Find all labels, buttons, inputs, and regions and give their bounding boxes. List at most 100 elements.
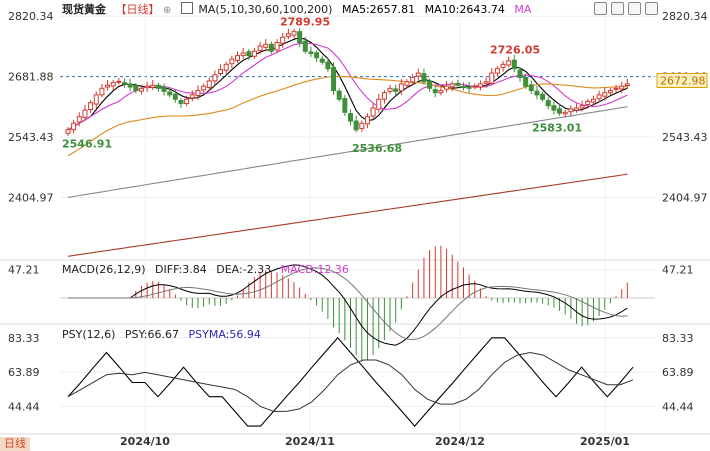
candle-body [381,92,387,100]
candle-body [291,31,297,36]
candle-body [302,40,308,52]
candle-body [421,73,427,83]
y-tick-label-right: 2404.97 [662,191,708,204]
candle-body [195,90,201,97]
price-annotation: 2536.68 [352,142,402,155]
price-annotations: 2789.95 2726.05 2546.91 2536.68 2583.01 [62,15,582,154]
candle-body [540,93,546,100]
y-tick-label-left: 44.44 [8,400,40,413]
macd-hist-value: MACD:12.36 [280,263,349,276]
current-price-label: 2672.98 [660,74,706,87]
candle-body [274,42,280,51]
candle-body [574,107,579,111]
psy-line [67,336,634,427]
y-tick-label-left: 2681.88 [8,71,54,84]
candle-body [477,83,483,88]
candle-body [240,52,246,57]
macd-title: MACD(26,12,9) [62,263,146,276]
candle-body [557,108,563,114]
x-tick-label: 2024/12 [435,435,485,448]
candle-body [122,82,127,85]
y-tick-label-left: 63.89 [8,366,40,379]
grid-icon[interactable] [594,2,607,15]
candle-body [167,91,173,96]
candle-body [336,90,342,100]
price-annotation: 2546.91 [62,137,112,150]
chart-toolbar [594,2,658,15]
candle-body [415,72,421,77]
candle-body [602,92,608,97]
psy-legend: PSY(12,6) PSY:66.67 PSYMA:56.94 [62,328,267,342]
candle-body [82,109,88,118]
candle-body [348,113,353,122]
candle-body [398,83,404,92]
candle-body [523,76,529,87]
ma-more-value: MA [514,3,532,16]
candle-body [155,84,161,89]
candle-body [590,98,596,103]
y-tick-label-right: 63.89 [662,366,694,379]
candle-body [517,69,523,78]
candle-body [551,105,557,111]
macd-dea-value: DEA:-2.33 [216,263,272,276]
candle-body [449,83,455,88]
y-tick-label-right: 83.33 [662,332,694,345]
x-tick-label: 2024/11 [285,435,335,448]
candle-body [483,81,489,84]
candle-body [427,80,433,89]
candle-body [359,122,365,129]
price-annotation: 2583.01 [532,122,582,135]
candle-body [511,59,517,70]
ma-toggle-icon[interactable] [180,2,193,14]
candle-body [76,116,82,123]
chart-grid [0,12,710,435]
price-annotation: 2789.95 [280,15,330,28]
period-label[interactable]: 【日线】 [115,3,160,16]
candle-body [285,33,291,38]
candle-body [376,98,382,110]
candle-body [88,102,94,110]
candle-body [528,84,534,92]
ma-label: MA(5,10,30,60,100,200) [198,3,333,16]
psyma-line [67,351,634,412]
y-tick-label-right: 2543.43 [662,131,708,144]
candle-body [432,89,438,94]
candle-body [562,111,568,115]
candle-body [331,66,337,92]
period-tab[interactable]: 日线 [0,437,30,451]
settings-icon[interactable] [611,2,624,15]
candle-body [212,74,218,82]
candle-body [393,88,399,92]
candle-body [246,51,252,57]
macd-legend: MACD(26,12,9) DIFF:3.84 DEA:-2.33 MACD:1… [62,263,355,277]
candle-body [297,31,303,44]
x-tick-label: 2024/10 [120,435,170,448]
y-tick-label-right: 47.21 [662,264,694,277]
candle-body [325,61,331,70]
candle-body [585,100,591,105]
macd-dea-line [68,267,628,341]
y-tick-label-left: 83.33 [8,332,40,345]
candle-body [144,85,150,89]
candle-body [387,87,393,92]
candle-body [342,98,348,113]
y-tick-label-left: 2543.43 [8,131,54,144]
chart-icon[interactable] [628,2,641,15]
candle-body [494,68,500,74]
candle-body [268,43,274,52]
candle-body [534,90,540,96]
y-tick-label-right: 2820.34 [662,10,708,23]
psyma-value: PSYMA:56.94 [188,328,261,341]
candle-body [161,86,167,92]
price-annotation: 2726.05 [490,43,540,56]
expand-icon[interactable] [645,2,658,15]
candle-body [127,83,133,88]
axis-labels: 2820.342820.342681.882681.882543.432543.… [8,10,708,448]
candle-body [404,81,410,86]
target-icon[interactable]: ⊕ [163,5,172,16]
candle-body [607,90,613,94]
moving-average-lines [67,37,628,257]
macd-diff-value: DIFF:3.84 [155,263,207,276]
candle-body [466,86,472,89]
